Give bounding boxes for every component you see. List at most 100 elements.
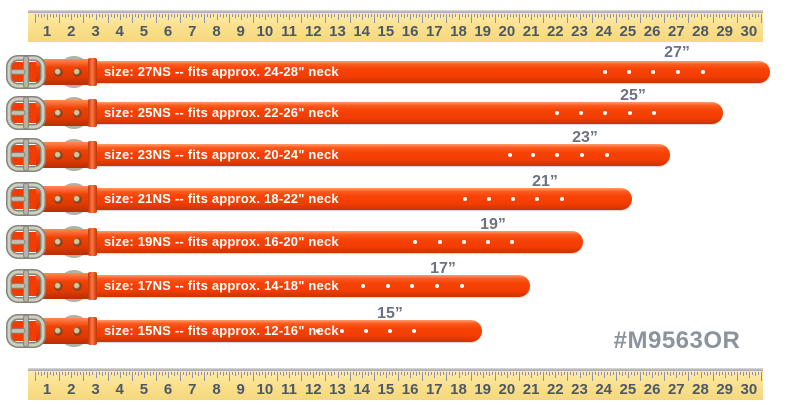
ruler-number: 20 [498,23,516,40]
ruler-tick [152,372,154,375]
ruler-tick [748,14,750,20]
ruler-number: 14 [353,381,371,398]
ruler-tick [113,14,115,18]
strap-keeper [88,58,97,86]
ruler-tick [264,372,266,378]
ruler-tick [301,372,303,381]
ruler-tick [149,372,151,376]
ruler-tick [558,372,560,375]
ruler-tick [289,372,291,378]
ruler-tick [676,372,678,378]
ruler-tick [59,372,61,381]
ruler-tick [331,14,333,18]
ruler-tick [485,14,487,17]
ruler-tick [416,372,418,376]
ruler-tick [165,14,167,17]
ruler-tick [618,372,620,375]
ruler-tick [413,372,415,375]
ruler-number: 4 [115,23,124,40]
ruler-tick [652,372,654,378]
ruler-tick [261,14,263,17]
ruler-tick [730,14,732,18]
ruler-tick [597,14,599,18]
ruler-tick [715,14,717,17]
ruler-tick [646,372,648,376]
ruler-tick [304,14,306,17]
product-code: #M9563OR [613,327,741,354]
ruler-tick [298,372,300,375]
ruler-tick [98,14,100,17]
ruler-tick [101,14,103,18]
ruler-tick [736,372,738,381]
ruler-metal-edge [28,10,763,14]
ruler-number: 20 [498,381,516,398]
ruler-number: 12 [304,381,322,398]
ruler-tick [685,14,687,17]
ruler-tick [116,372,118,375]
ruler-tick [673,372,675,375]
ruler-tick [192,372,194,378]
ruler-metal-edge [28,368,763,372]
strap-keeper [88,228,97,256]
ruler-tick [519,14,520,23]
ruler-tick [461,14,463,17]
ruler-tick [534,14,536,17]
collar-length-label: 15” [377,305,403,322]
d-ring-icon [58,315,90,347]
rivet-icon [53,237,63,247]
collar-strap [40,102,723,124]
strap-keeper [88,317,97,345]
ruler-tick [207,372,209,375]
ruler-tick [119,372,121,378]
ruler-tick [107,372,109,381]
ruler-tick [80,372,82,375]
ruler-tick [458,372,460,378]
adjustment-hole [511,197,515,201]
ruler-number: 11 [281,381,298,398]
ruler-tick [479,14,481,17]
ruler-tick [68,14,70,17]
ruler-number: 3 [91,381,100,398]
strap-keeper [88,272,97,300]
ruler-tick [352,372,354,375]
ruler-tick [437,372,439,375]
rivet-icon [53,67,63,77]
ruler-tick [219,14,221,17]
ruler-tick [709,14,711,17]
ruler-tick [168,14,170,20]
ruler-tick [370,372,372,375]
ruler-tick [222,372,224,376]
ruler-tick [624,14,626,17]
ruler-tick [661,372,663,375]
ruler-tick [679,372,681,375]
ruler-tick [71,14,73,20]
strap-under-buckle [10,276,46,296]
ruler-tick [186,14,188,18]
ruler-number: 1 [42,381,52,398]
ruler-tick [364,372,366,375]
ruler-tick [304,372,306,375]
ruler-tick [277,14,278,23]
ruler-tick [404,372,406,376]
ruler-tick [567,372,569,381]
ruler-tick [727,14,729,17]
ruler-tick [401,14,403,17]
ruler-tick [742,14,744,18]
ruler-tick [143,372,145,378]
adjustment-hole [628,111,632,115]
ruler-number: 4 [115,381,124,398]
ruler-tick [234,372,236,376]
ruler-tick [346,14,348,17]
ruler-tick [98,372,100,375]
ruler-tick [68,372,70,375]
ruler-tick [119,14,121,20]
ruler-tick [277,372,278,381]
ruler-tick [295,14,297,18]
ruler-tick [561,372,563,376]
ruler-number: 5 [139,381,149,398]
ruler-tick [385,372,387,378]
ruler-tick [192,14,194,20]
ruler-tick [500,14,502,18]
ruler-tick [140,372,142,375]
ruler-tick [588,372,590,375]
